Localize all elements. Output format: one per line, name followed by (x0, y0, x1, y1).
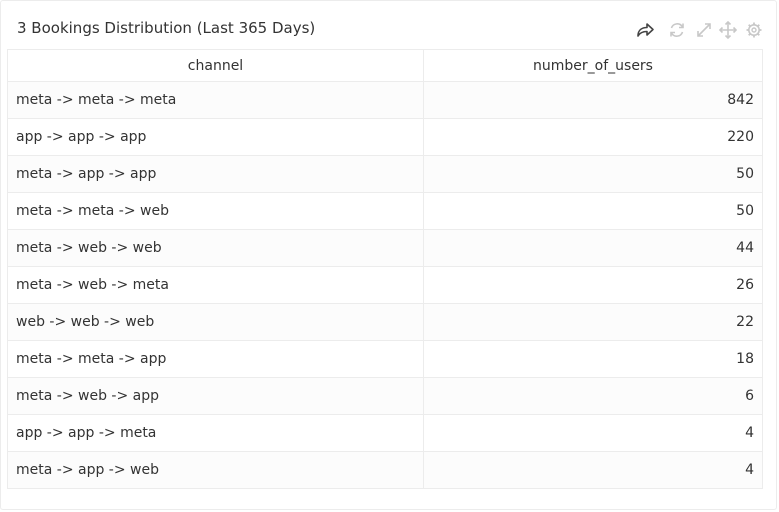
share-icon[interactable] (635, 20, 655, 40)
refresh-icon[interactable] (667, 20, 687, 40)
number-of-users-cell: 842 (423, 81, 763, 119)
channel-cell: meta -> web -> app (7, 377, 424, 415)
results-table-container: channel number_of_users meta -> meta -> … (7, 49, 763, 489)
table-row: meta -> app -> web 4 (7, 451, 763, 489)
column-header-channel[interactable]: channel (7, 49, 424, 82)
table-row: meta -> meta -> web 50 (7, 192, 763, 230)
number-of-users-cell: 50 (423, 192, 763, 230)
results-table: channel number_of_users meta -> meta -> … (7, 49, 763, 489)
panel-header: 3 Bookings Distribution (Last 365 Days) (1, 1, 778, 49)
channel-cell: meta -> web -> web (7, 229, 424, 267)
channel-cell: meta -> meta -> meta (7, 81, 424, 119)
number-of-users-cell: 26 (423, 266, 763, 304)
move-icon[interactable] (718, 20, 738, 40)
number-of-users-cell: 6 (423, 377, 763, 415)
gear-icon[interactable] (744, 20, 764, 40)
table-row: web -> web -> web 22 (7, 303, 763, 341)
channel-cell: meta -> app -> web (7, 451, 424, 489)
channel-cell: meta -> meta -> app (7, 340, 424, 378)
channel-cell: meta -> web -> meta (7, 266, 424, 304)
channel-cell: app -> app -> meta (7, 414, 424, 452)
table-row: app -> app -> meta 4 (7, 414, 763, 452)
table-row: app -> app -> app 220 (7, 118, 763, 156)
number-of-users-cell: 22 (423, 303, 763, 341)
channel-cell: app -> app -> app (7, 118, 424, 156)
column-header-number-of-users[interactable]: number_of_users (423, 49, 763, 82)
expand-icon[interactable] (694, 20, 714, 40)
channel-cell: meta -> app -> app (7, 155, 424, 193)
panel-title: 3 Bookings Distribution (Last 365 Days) (17, 19, 316, 37)
table-row: meta -> web -> web 44 (7, 229, 763, 267)
table-row: meta -> web -> meta 26 (7, 266, 763, 304)
table-row: meta -> app -> app 50 (7, 155, 763, 193)
table-header-row: channel number_of_users (7, 49, 763, 82)
number-of-users-cell: 4 (423, 451, 763, 489)
table-row: meta -> meta -> meta 842 (7, 81, 763, 119)
number-of-users-cell: 220 (423, 118, 763, 156)
number-of-users-cell: 18 (423, 340, 763, 378)
table-row: meta -> web -> app 6 (7, 377, 763, 415)
number-of-users-cell: 4 (423, 414, 763, 452)
table-row: meta -> meta -> app 18 (7, 340, 763, 378)
channel-cell: web -> web -> web (7, 303, 424, 341)
number-of-users-cell: 50 (423, 155, 763, 193)
channel-cell: meta -> meta -> web (7, 192, 424, 230)
number-of-users-cell: 44 (423, 229, 763, 267)
